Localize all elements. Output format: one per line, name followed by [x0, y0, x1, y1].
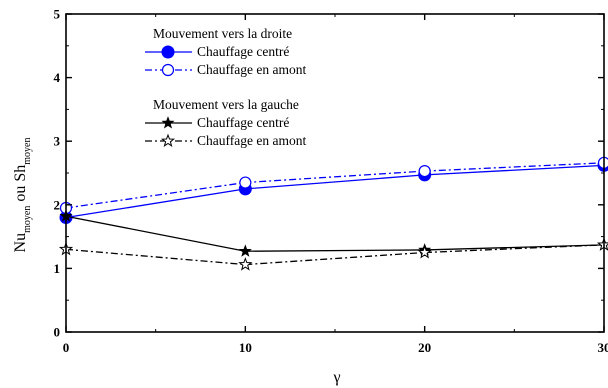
y-label-ou: ou	[12, 182, 29, 206]
legend-label-1: Chauffage en amont	[197, 62, 306, 77]
legend-marker-0	[161, 45, 175, 59]
legend-label-3: Chauffage en amont	[197, 133, 306, 148]
series-line-0	[65, 164, 605, 219]
series-3-point-2	[417, 245, 432, 259]
x-tick-label-0: 0	[63, 340, 70, 355]
y-tick-label-4: 4	[54, 70, 61, 85]
series-1-point-1	[239, 176, 252, 189]
y-label-nu-subscript: moyen	[22, 206, 33, 233]
y-axis-label: Numoyen ou Shmoyen	[12, 138, 33, 253]
y-tick-label-0: 0	[54, 325, 61, 340]
series-1-point-2	[418, 164, 431, 178]
y-label-nu: Nu	[12, 233, 29, 253]
y-label-sh: Sh	[12, 165, 29, 182]
legend: Mouvement vers la droite Mouvement vers l…	[145, 26, 306, 148]
y-tick-label-3: 3	[54, 134, 61, 149]
legend-label-2: Chauffage centré	[197, 115, 289, 130]
series-2-point-1	[238, 244, 252, 257]
x-tick-label-10: 10	[239, 340, 252, 355]
y-tick-label-5: 5	[54, 7, 61, 22]
axis-ticks: 0 1 2 3 4 5 0 10 20 30	[54, 7, 608, 356]
y-tick-label-1: 1	[54, 261, 61, 276]
series-line-2	[65, 215, 605, 252]
x-tick-label-20: 20	[418, 340, 431, 355]
series-3-point-1	[238, 257, 253, 271]
legend-marker-3	[160, 133, 176, 148]
y-label-sh-subscript: moyen	[22, 138, 33, 165]
legend-marker-2	[161, 116, 175, 129]
legend-label-0: Chauffage centré	[197, 44, 289, 59]
x-axis-label: γ	[332, 369, 340, 386]
legend-group-title-1: Mouvement vers la gauche	[153, 97, 299, 112]
legend-group-title-0: Mouvement vers la droite	[153, 26, 292, 41]
legend-marker-1	[161, 63, 175, 77]
series-line-1	[65, 162, 605, 209]
x-tick-label-30: 30	[598, 340, 608, 355]
y-tick-label-2: 2	[54, 197, 61, 212]
